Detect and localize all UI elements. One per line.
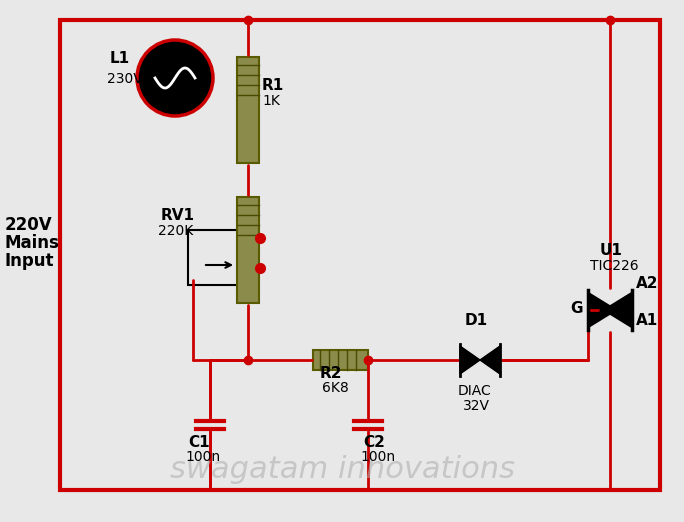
Polygon shape <box>460 346 480 374</box>
Text: 6K8: 6K8 <box>322 381 349 395</box>
Text: C1: C1 <box>188 435 209 450</box>
Polygon shape <box>588 292 616 328</box>
Text: R1: R1 <box>262 78 285 93</box>
Text: 220K: 220K <box>158 224 194 238</box>
Text: Mains: Mains <box>5 234 60 252</box>
FancyBboxPatch shape <box>237 197 259 303</box>
Text: 220V: 220V <box>5 216 53 234</box>
Text: 230V: 230V <box>107 72 143 86</box>
Text: 1K: 1K <box>262 94 280 108</box>
FancyBboxPatch shape <box>237 57 259 163</box>
Text: G: G <box>570 301 583 316</box>
Text: C2: C2 <box>363 435 385 450</box>
Bar <box>60 20 660 490</box>
Polygon shape <box>480 346 500 374</box>
Text: RV1: RV1 <box>161 208 195 223</box>
Text: 100n: 100n <box>185 450 220 464</box>
Text: A2: A2 <box>636 276 659 291</box>
Text: U1: U1 <box>600 243 623 258</box>
Text: D1: D1 <box>465 313 488 328</box>
Text: A1: A1 <box>636 313 658 328</box>
Text: L1: L1 <box>110 51 130 66</box>
Text: R2: R2 <box>320 366 343 381</box>
Text: DIAC: DIAC <box>458 384 492 398</box>
Text: Input: Input <box>5 252 55 270</box>
Polygon shape <box>603 292 632 328</box>
FancyBboxPatch shape <box>313 350 367 370</box>
Text: 32V: 32V <box>463 399 490 413</box>
Circle shape <box>137 40 213 116</box>
Bar <box>188 230 258 285</box>
Text: swagatam innovations: swagatam innovations <box>170 456 514 484</box>
Text: 100n: 100n <box>360 450 395 464</box>
Text: TIC226: TIC226 <box>590 259 639 273</box>
